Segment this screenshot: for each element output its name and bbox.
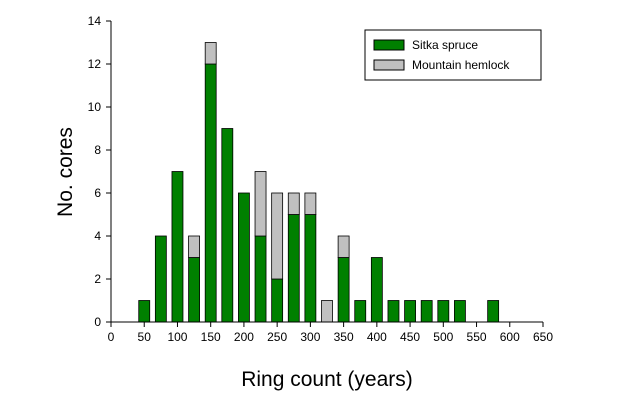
bar-sitka-350 xyxy=(337,257,350,323)
legend-label-sitka: Sitka spruce xyxy=(412,38,478,52)
bar-sitka-250 xyxy=(271,278,284,323)
bar-sitka-75 xyxy=(154,235,167,323)
x-tick-label: 650 xyxy=(533,330,553,344)
x-tick-label: 250 xyxy=(267,330,287,344)
legend-swatch-hemlock xyxy=(373,59,405,71)
y-tick-label: 14 xyxy=(88,14,102,28)
y-tick-label: 10 xyxy=(88,100,102,114)
bar-sitka-450 xyxy=(404,300,416,323)
bar-sitka-175 xyxy=(221,128,234,323)
bar-hemlock-275 xyxy=(287,192,300,215)
bar-sitka-475 xyxy=(420,300,433,323)
bar-sitka-200 xyxy=(238,192,250,323)
legend: Sitka spruce Mountain hemlock xyxy=(364,29,542,81)
bar-hemlock-300 xyxy=(304,192,317,215)
y-axis-label: No. cores xyxy=(54,127,77,217)
x-axis-label: Ring count (years) xyxy=(241,368,413,391)
x-tick-label: 400 xyxy=(367,330,387,344)
bar-sitka-300 xyxy=(304,214,317,323)
x-tick-label: 600 xyxy=(500,330,520,344)
x-tick-label: 550 xyxy=(467,330,487,344)
bar-sitka-100 xyxy=(171,171,184,323)
x-tick-label: 300 xyxy=(300,330,320,344)
y-tick-label: 0 xyxy=(94,315,101,329)
bar-hemlock-225 xyxy=(254,171,267,237)
x-tick-label: 150 xyxy=(201,330,221,344)
y-tick-label: 8 xyxy=(94,143,101,157)
y-tick-label: 12 xyxy=(88,57,102,71)
bar-sitka-225 xyxy=(254,235,267,323)
bar-sitka-150 xyxy=(204,63,217,323)
x-tick-label: 50 xyxy=(138,330,152,344)
x-tick-label: 200 xyxy=(234,330,254,344)
legend-swatch-sitka xyxy=(373,39,405,51)
bar-sitka-525 xyxy=(454,300,466,323)
bar-sitka-500 xyxy=(437,300,450,323)
bar-sitka-400 xyxy=(370,257,383,323)
bar-hemlock-325 xyxy=(321,300,333,323)
x-tick-label: 100 xyxy=(167,330,187,344)
x-tick-label: 350 xyxy=(334,330,354,344)
y-tick-label: 4 xyxy=(94,229,101,243)
bar-sitka-425 xyxy=(387,300,400,323)
bar-sitka-125 xyxy=(188,257,200,323)
x-tick-label: 0 xyxy=(108,330,115,344)
bar-hemlock-125 xyxy=(188,235,200,258)
bar-sitka-375 xyxy=(354,300,367,323)
y-tick-label: 2 xyxy=(94,272,101,286)
legend-label-hemlock: Mountain hemlock xyxy=(412,58,510,72)
x-tick-label: 500 xyxy=(433,330,453,344)
bar-sitka-575 xyxy=(487,300,500,323)
bar-hemlock-350 xyxy=(337,235,350,258)
bar-sitka-275 xyxy=(287,214,300,323)
y-tick-label: 6 xyxy=(94,186,101,200)
bar-hemlock-150 xyxy=(204,42,217,65)
bar-hemlock-250 xyxy=(271,192,284,280)
x-tick-label: 450 xyxy=(400,330,420,344)
bar-sitka-50 xyxy=(138,300,151,323)
